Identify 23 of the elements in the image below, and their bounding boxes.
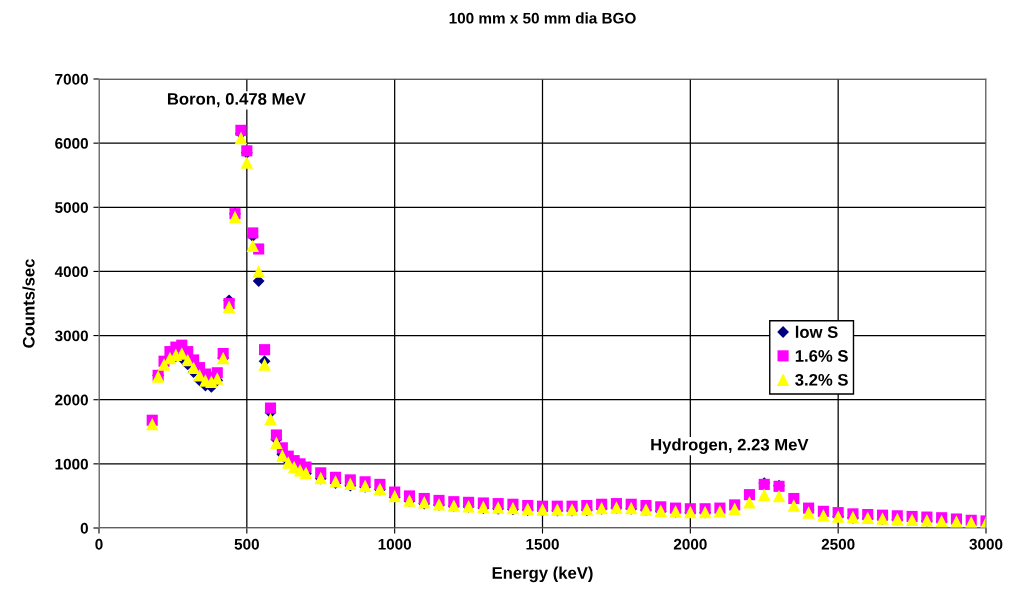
legend-label: 3.2% S [795,373,848,386]
y-tick-label: 2000 [55,394,88,406]
x-tick-label: 3000 [969,538,1003,550]
chart-title: 100 mm x 50 mm dia BGO [449,12,636,24]
x-tick-label: 2500 [821,538,855,550]
y-tick-label: 1000 [55,458,88,470]
annotation: Boron, 0.478 MeV [167,92,306,108]
annotation: Hydrogen, 2.23 MeV [651,438,809,454]
x-tick-label: 2000 [673,538,707,550]
x-tick-label: 500 [234,538,259,550]
y-tick-label: 7000 [55,73,88,85]
y-axis-title: Counts/sec [22,259,35,348]
x-axis-title: Energy (keV) [492,566,593,583]
legend-label: low S [795,325,838,338]
y-tick-label: 5000 [55,202,88,213]
y-tick-label: 0 [80,522,88,534]
y-tick-label: 3000 [54,330,88,342]
x-tick-label: 0 [95,538,103,550]
legend-label: 1.6% S [795,350,848,362]
x-tick-label: 1500 [526,538,559,550]
x-tick-label: 1000 [378,538,412,550]
y-tick-label: 6000 [55,138,88,149]
y-tick-label: 4000 [54,266,88,278]
